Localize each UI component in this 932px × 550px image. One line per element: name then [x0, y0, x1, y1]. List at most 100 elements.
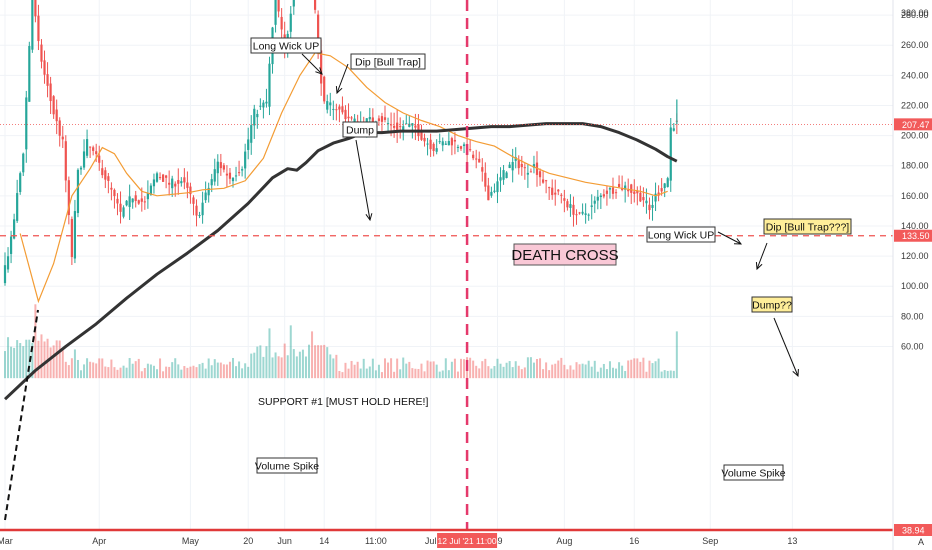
candle — [177, 168, 180, 195]
candle — [648, 197, 651, 220]
candle — [551, 179, 554, 200]
candle — [280, 8, 283, 43]
volume-bar — [216, 362, 219, 379]
volume-bar — [128, 358, 131, 379]
death-cross-label: DEATH CROSS — [511, 243, 619, 266]
volume-bar — [116, 369, 119, 379]
volume-bar — [289, 325, 292, 379]
volume-bar — [37, 340, 40, 379]
volume-bar — [648, 360, 651, 379]
volume-bar — [67, 365, 70, 379]
arrow-dump-shaft — [355, 139, 371, 221]
arrow-dump-2-head — [792, 368, 799, 378]
candle — [186, 171, 189, 199]
candle-body — [386, 123, 390, 125]
candle — [490, 186, 493, 198]
candle — [447, 132, 450, 146]
candle-body — [368, 117, 371, 120]
annotation-dump-2-box — [751, 296, 793, 313]
arrow-long-wick-up-1-head — [315, 67, 323, 75]
candle-body — [277, 0, 280, 12]
volume-bar — [189, 366, 192, 379]
annotation-long-wick-up-2-text: Long Wick UP — [648, 230, 715, 242]
crosshair-date-badge — [437, 533, 498, 548]
candle-body — [426, 143, 429, 145]
volume-bar — [165, 366, 168, 379]
candle — [40, 39, 43, 69]
candle — [19, 171, 22, 195]
candle-body — [25, 97, 28, 150]
candle-body — [371, 117, 374, 122]
candle-body — [514, 157, 517, 161]
volume-bar — [356, 361, 359, 379]
candle-body — [578, 212, 581, 214]
candle-body — [423, 137, 426, 142]
volume-bar — [642, 357, 645, 379]
candle — [25, 90, 28, 163]
y-tick-label: 60.00 — [901, 341, 924, 351]
candle-body — [61, 136, 64, 140]
y-tick-label: 100.00 — [901, 281, 929, 291]
candle — [663, 182, 666, 198]
candle-body — [660, 188, 663, 192]
candle — [541, 170, 545, 184]
candle-body — [414, 125, 417, 128]
volume-bar — [13, 347, 16, 379]
volume-bar — [16, 340, 19, 379]
candle — [207, 182, 210, 203]
volume-bar — [490, 368, 493, 379]
volume-bar — [89, 361, 92, 379]
candle-body — [478, 158, 481, 163]
candle-body — [46, 74, 49, 86]
candle — [478, 151, 481, 163]
current-price-badge-bg — [894, 118, 932, 131]
volume-bar — [542, 369, 545, 379]
volume-bar — [368, 366, 371, 379]
annotation-dump-text: Dump — [346, 125, 374, 137]
annotation-dip-bull-trap-box — [350, 53, 426, 70]
x-tick-label: Apr — [92, 536, 106, 546]
annotation-volume-spike-2-box — [723, 464, 784, 481]
volume-bar — [213, 359, 216, 379]
candle — [195, 199, 198, 227]
candle — [101, 159, 104, 179]
candle — [584, 203, 587, 224]
candle-body — [165, 175, 168, 178]
candle — [669, 117, 672, 192]
candle — [557, 188, 560, 196]
candle-body — [399, 126, 402, 128]
candle-body — [499, 177, 502, 181]
candle-body — [198, 215, 201, 217]
volume-bar — [235, 366, 238, 379]
candle-body — [411, 123, 414, 126]
volume-bar — [429, 361, 432, 379]
candle — [219, 153, 222, 176]
volume-bar — [374, 370, 377, 379]
candle — [630, 183, 633, 205]
candle — [329, 92, 332, 116]
candle-body — [19, 173, 22, 192]
candle — [599, 193, 602, 209]
candle-body — [22, 153, 25, 173]
annotation-volume-spike-1-text: Volume Spike — [255, 461, 319, 473]
candle-body — [73, 211, 77, 259]
candle-body — [636, 190, 639, 194]
candle — [104, 167, 107, 189]
candle — [441, 137, 444, 152]
candle — [128, 184, 131, 220]
candle-body — [3, 265, 7, 284]
candle — [639, 185, 642, 203]
volume-bar — [241, 368, 244, 379]
arrow-dump-head — [365, 213, 373, 222]
y-tick-label: 180.00 — [901, 161, 929, 171]
candle-body — [508, 164, 511, 169]
candle-body — [633, 191, 636, 194]
candle-body — [605, 190, 609, 194]
volume-bar — [554, 363, 557, 379]
candle — [517, 155, 520, 175]
candle-body — [538, 171, 542, 178]
y-tick-label: 200.00 — [901, 131, 929, 141]
candle — [292, 0, 295, 15]
candle — [548, 186, 551, 201]
volume-bar — [159, 358, 162, 379]
